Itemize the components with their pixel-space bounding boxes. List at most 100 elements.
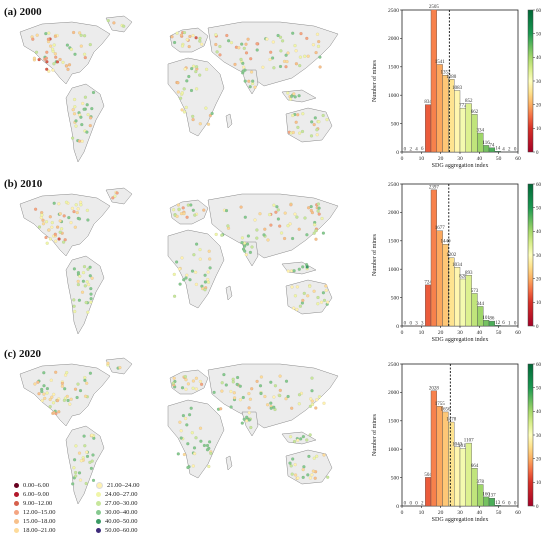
mine-point — [318, 55, 322, 59]
x-tick-label: 0 — [401, 330, 404, 336]
mine-point — [57, 202, 61, 206]
mine-point — [283, 211, 287, 215]
colorbar-tick-label: 30 — [536, 254, 542, 259]
mine-point — [33, 382, 37, 386]
mine-point — [194, 36, 198, 40]
colorbar-tick-label: 20 — [536, 457, 542, 462]
mine-point — [73, 470, 78, 475]
x-tick-label: 30 — [457, 330, 463, 336]
mine-point — [181, 413, 185, 418]
legend-item: 18.00–21.00 — [14, 527, 56, 534]
mine-point — [259, 375, 263, 379]
mine-point — [198, 247, 202, 252]
mine-point — [303, 216, 307, 220]
world-map-2010 — [19, 187, 339, 335]
y-axis-label: Number of mines — [371, 59, 378, 102]
mine-point — [255, 379, 259, 383]
histogram-bar — [453, 446, 461, 507]
mine-point — [295, 307, 299, 312]
mine-point — [315, 133, 319, 137]
mine-point — [60, 381, 65, 385]
mine-point — [293, 43, 297, 48]
mine-point — [229, 389, 233, 394]
mine-point — [77, 471, 82, 475]
mine-point — [85, 208, 90, 212]
mine-point — [70, 206, 75, 210]
mine-point — [191, 114, 195, 119]
mine-point — [243, 79, 247, 83]
mine-point — [66, 67, 70, 72]
mine-point — [58, 212, 62, 216]
mine-point — [79, 203, 83, 207]
mine-point — [83, 444, 87, 448]
mine-point — [248, 397, 252, 401]
mine-point — [189, 406, 193, 410]
mine-point — [172, 376, 176, 380]
mine-point — [305, 438, 309, 442]
mine-point — [253, 218, 257, 222]
bar-value-label: 2028 — [429, 386, 440, 391]
legend-swatch — [14, 483, 19, 489]
bar-value-label: 378 — [477, 480, 485, 485]
mine-point — [325, 117, 329, 122]
histogram-2010: 0 0 3 3724239716771440120210348288935733441… — [371, 182, 542, 343]
mine-point — [77, 451, 82, 455]
mine-point — [176, 90, 180, 94]
mine-point — [237, 46, 241, 50]
mine-point — [198, 122, 202, 126]
mine-point — [69, 47, 74, 52]
mine-point — [242, 417, 246, 421]
mine-point — [89, 466, 94, 471]
mine-point — [61, 60, 65, 65]
mine-point — [310, 389, 314, 393]
histogram-bar — [436, 230, 443, 327]
mine-point — [310, 402, 315, 407]
mine-point — [198, 39, 202, 43]
mine-point — [187, 74, 191, 79]
mine-point — [191, 117, 195, 122]
y-tick-label: 1000 — [388, 93, 399, 99]
mine-point — [207, 249, 211, 253]
mine-point — [73, 52, 77, 56]
x-tick-label: 20 — [438, 330, 444, 336]
y-tick-label: 1500 — [388, 65, 399, 71]
mine-point — [200, 42, 204, 46]
mine-point — [67, 215, 71, 220]
land-mass — [105, 187, 133, 205]
mine-point — [227, 39, 231, 43]
bar-value-label: 13 — [495, 501, 501, 506]
mine-point — [309, 205, 313, 209]
mine-point — [112, 21, 116, 25]
mine-point — [85, 103, 89, 107]
mine-point — [284, 53, 288, 57]
mine-point — [63, 387, 67, 391]
mine-point — [83, 95, 88, 99]
mine-point — [326, 475, 330, 479]
mine-point — [284, 397, 288, 401]
mine-point — [70, 136, 75, 140]
mine-point — [279, 49, 283, 53]
bar-value-label: 0 — [409, 322, 412, 327]
colorbar-tick-label: 50 — [536, 386, 542, 391]
bar-value-label: 0 — [514, 502, 517, 507]
mine-point — [294, 49, 298, 53]
x-axis-label: SDG aggregation index — [432, 163, 489, 169]
x-tick-label: 50 — [496, 156, 502, 162]
mine-point — [301, 434, 305, 439]
mine-point — [64, 64, 69, 68]
mine-point — [269, 223, 273, 227]
histogram-bar — [471, 293, 478, 327]
mine-point — [269, 50, 273, 54]
mine-point — [118, 366, 122, 370]
mine-point — [312, 456, 316, 460]
mine-point — [45, 386, 50, 391]
mine-point — [42, 392, 46, 396]
mine-point — [64, 200, 69, 204]
bar-value-label: 772 — [459, 104, 467, 109]
mine-point — [309, 397, 313, 401]
mine-point — [74, 119, 78, 123]
mine-point — [286, 394, 290, 399]
mine-point — [285, 59, 289, 64]
mine-point — [198, 426, 203, 430]
mine-point — [296, 125, 300, 130]
